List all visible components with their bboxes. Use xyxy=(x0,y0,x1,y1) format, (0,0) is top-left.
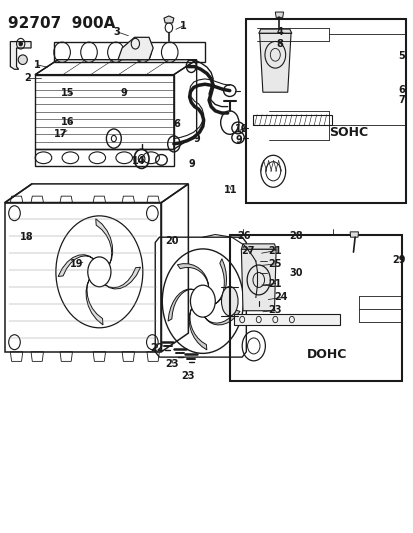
Text: 9: 9 xyxy=(188,159,195,169)
Text: 5: 5 xyxy=(397,51,404,61)
Polygon shape xyxy=(86,279,103,325)
Ellipse shape xyxy=(221,287,237,316)
Text: 8: 8 xyxy=(276,39,283,49)
Text: 30: 30 xyxy=(288,268,302,278)
Text: SOHC: SOHC xyxy=(328,126,368,139)
Polygon shape xyxy=(58,255,93,277)
Text: 29: 29 xyxy=(392,255,405,265)
Text: 6: 6 xyxy=(397,85,404,94)
Text: 9: 9 xyxy=(235,135,241,144)
Text: 92707  900A: 92707 900A xyxy=(8,16,115,31)
Text: 1: 1 xyxy=(34,60,40,70)
Polygon shape xyxy=(164,16,173,23)
Text: 25: 25 xyxy=(268,259,281,269)
Polygon shape xyxy=(10,42,31,69)
Polygon shape xyxy=(215,259,226,304)
Text: 21: 21 xyxy=(268,246,281,255)
Polygon shape xyxy=(259,34,290,92)
Ellipse shape xyxy=(18,55,27,64)
Text: 18: 18 xyxy=(20,232,33,242)
Text: 20: 20 xyxy=(164,236,178,246)
Text: 2: 2 xyxy=(24,74,31,83)
Text: 11: 11 xyxy=(223,185,237,195)
Text: 23: 23 xyxy=(268,305,281,315)
Circle shape xyxy=(19,42,22,46)
Text: 24: 24 xyxy=(273,293,287,302)
Text: 22: 22 xyxy=(150,343,163,352)
Text: 23: 23 xyxy=(181,371,195,381)
Text: 15: 15 xyxy=(61,88,75,98)
Polygon shape xyxy=(168,289,194,321)
Text: 3: 3 xyxy=(114,27,120,37)
Polygon shape xyxy=(204,310,240,325)
Text: 17: 17 xyxy=(54,130,67,139)
Polygon shape xyxy=(118,37,153,60)
Text: 10: 10 xyxy=(235,124,248,134)
Text: 27: 27 xyxy=(240,246,254,255)
Text: 9: 9 xyxy=(120,88,126,98)
Polygon shape xyxy=(189,308,206,350)
Polygon shape xyxy=(241,249,275,311)
Text: 16: 16 xyxy=(61,117,75,126)
Text: 9: 9 xyxy=(193,134,200,143)
Polygon shape xyxy=(275,12,283,18)
Bar xyxy=(246,19,405,203)
Polygon shape xyxy=(105,267,140,289)
Bar xyxy=(229,235,401,381)
Polygon shape xyxy=(95,219,112,264)
Polygon shape xyxy=(241,244,275,249)
Text: 7: 7 xyxy=(397,95,404,105)
Text: 4: 4 xyxy=(276,27,282,37)
Text: 26: 26 xyxy=(236,231,250,240)
Text: 6: 6 xyxy=(173,119,179,128)
Text: 19: 19 xyxy=(69,259,83,269)
Polygon shape xyxy=(177,264,208,287)
Text: 1: 1 xyxy=(180,21,186,30)
Text: 23: 23 xyxy=(165,359,179,368)
Text: 14: 14 xyxy=(131,156,145,166)
Bar xyxy=(252,115,331,125)
Polygon shape xyxy=(349,232,358,237)
Bar xyxy=(233,313,339,325)
Polygon shape xyxy=(258,29,291,34)
Text: 28: 28 xyxy=(288,231,302,240)
Text: DOHC: DOHC xyxy=(306,348,347,361)
Text: 21: 21 xyxy=(268,279,281,288)
